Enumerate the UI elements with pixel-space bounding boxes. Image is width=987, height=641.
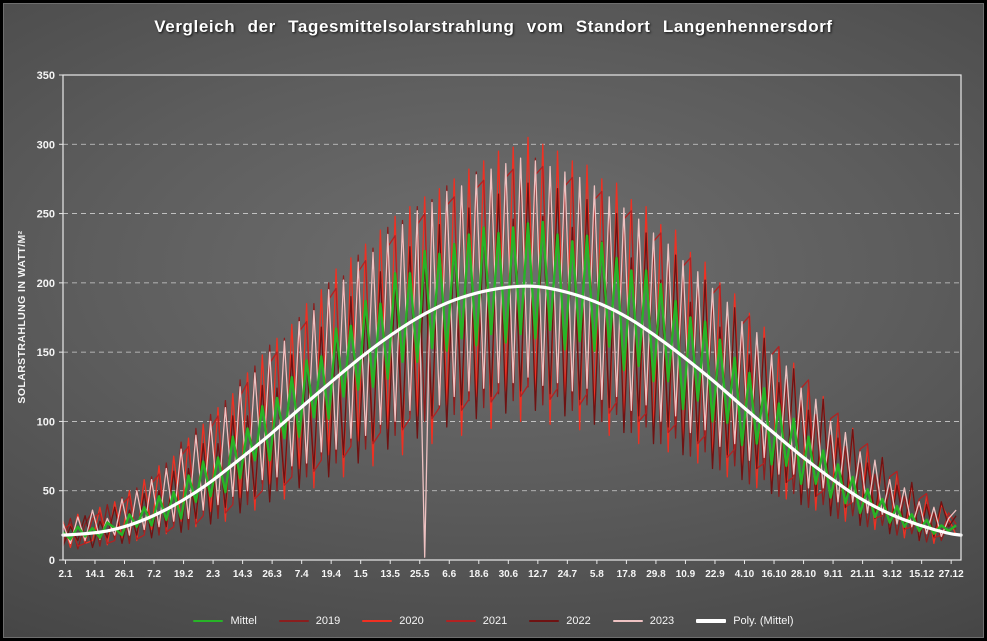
x-tick-label: 14.1 [85,569,105,580]
legend-item-mittel: Mittel [193,615,257,627]
x-tick-label: 1.5 [354,569,368,580]
y-tick-label: 250 [37,209,55,221]
legend-swatch [362,620,393,622]
y-tick-label: 150 [37,347,55,359]
legend-item-2022: 2022 [529,615,591,627]
series-line-2022 [62,182,957,549]
series-lines [61,136,963,558]
x-tick-label: 18.6 [469,569,489,580]
legend-label: Mittel [230,615,257,627]
legend-item-2019: 2019 [278,615,341,627]
x-tick-label: 10.9 [676,569,696,580]
x-tick-label: 3.12 [882,569,902,580]
x-tick-label: 19.2 [174,569,194,580]
x-tick-label: 9.11 [824,569,843,580]
legend-label: 2022 [566,615,591,627]
y-tick-label: 100 [37,416,55,428]
x-tick-label: 12.7 [528,569,548,580]
legend-label: 2020 [399,615,424,627]
legend-swatch [278,620,309,622]
x-tick-label: 25.5 [410,569,430,580]
y-tick-label: 50 [43,486,55,498]
x-tick-label: 30.6 [499,569,519,580]
legend-swatch [445,620,476,622]
legend-label: Poly. (Mittel) [733,615,794,627]
plot-border [62,74,962,561]
chart-title: Vergleich der Tagesmittelsolarstrahlung … [154,17,833,36]
x-tick-label: 15.12 [909,569,934,580]
x-tick-label: 24.7 [558,569,578,580]
y-tick-label: 350 [37,70,55,82]
legend-item-2021: 2021 [445,615,508,627]
legend-swatch [529,620,560,622]
x-tick-label: 17.8 [617,569,637,580]
x-tick-label: 16.10 [762,569,787,580]
x-axis-labels: 2.1 14.1 26.1 7.2 19.2 2.3 14.3 26.3 7.4 19.4 1.5 1… [59,560,964,580]
y-tick-label: 300 [37,139,55,151]
y-tick-label: 200 [37,278,55,290]
legend-swatch [612,620,643,622]
x-tick-label: 19.4 [321,569,341,580]
legend-label: 2023 [649,615,675,627]
x-tick-label: 28.10 [791,569,816,580]
y-tick-label: 0 [49,555,55,567]
x-tick-label: 7.2 [147,569,161,580]
x-tick-label: 26.3 [262,569,282,580]
x-tick-label: 4.10 [735,569,755,580]
series-line-2021 [62,165,957,547]
legend-item-poly-mittel: Poly. (Mittel) [696,615,794,627]
x-tick-label: 13.5 [380,569,400,580]
legend-label: 2021 [482,615,508,627]
x-tick-label: 14.3 [233,569,253,580]
x-tick-label: 21.11 [850,569,875,580]
x-tick-label: 2.3 [206,569,220,580]
legend-swatch [696,619,727,623]
legend-swatch [193,619,224,623]
legend-item-2023: 2023 [612,615,675,627]
x-tick-label: 22.9 [705,569,725,580]
x-tick-label: 29.8 [646,569,666,580]
legend-label: 2019 [315,615,341,627]
x-tick-label: 2.1 [59,569,73,580]
x-tick-label: 6.6 [442,569,456,580]
legend: Mittel 2019 2020 2021 2022 2023 Poly. (Mittel) [3,615,984,627]
x-tick-label: 7.4 [295,569,309,580]
x-tick-label: 26.1 [115,569,135,580]
legend-item-2020: 2020 [362,615,424,627]
x-tick-label: 27.12 [939,569,964,580]
series-line-mittel [62,220,957,541]
series-line-poly-mittel [61,284,963,537]
x-tick-label: 5.8 [590,569,604,580]
y-axis-labels: 0 50 100 150 200 250 300 350 [37,70,63,567]
